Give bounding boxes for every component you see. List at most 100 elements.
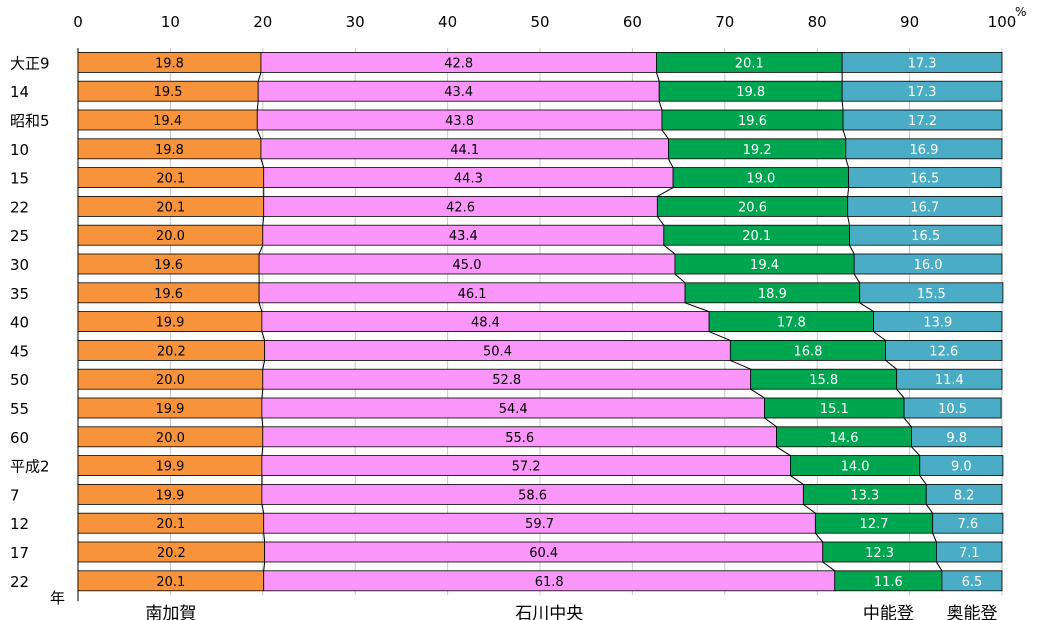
series-connector xyxy=(684,302,710,313)
series-connector xyxy=(261,331,266,341)
category-label: 15 xyxy=(10,170,29,188)
data-label: 43.4 xyxy=(449,229,478,244)
data-label: 19.0 xyxy=(746,172,775,187)
series-connector xyxy=(885,360,897,370)
series-connector xyxy=(935,561,943,572)
series-connector xyxy=(655,72,660,82)
data-label: 19.9 xyxy=(155,460,184,475)
bar-segment xyxy=(911,426,1003,448)
x-tick-label: 0 xyxy=(73,13,83,31)
bar-segment xyxy=(932,512,1004,534)
data-label: 9.8 xyxy=(946,431,967,446)
data-label: 20.1 xyxy=(735,56,764,71)
bar-segment xyxy=(919,455,1004,477)
data-label: 19.6 xyxy=(154,258,183,273)
series-connector xyxy=(663,244,676,255)
x-tick-label: 40 xyxy=(438,13,457,31)
data-label: 16.5 xyxy=(911,229,940,244)
category-label: 40 xyxy=(10,314,29,332)
series-connector xyxy=(919,475,927,485)
bar-segment xyxy=(849,224,1003,246)
category-label: 7 xyxy=(10,486,20,504)
category-label: 50 xyxy=(10,371,29,389)
data-label: 8.2 xyxy=(954,488,975,503)
data-label: 12.6 xyxy=(929,344,958,359)
category-label: 17 xyxy=(10,544,29,562)
data-label: 16.0 xyxy=(914,258,943,273)
series-connector xyxy=(911,446,921,456)
data-label: 14.6 xyxy=(830,431,859,446)
series-connector xyxy=(896,388,905,399)
data-label: 15.8 xyxy=(809,373,838,388)
data-label: 13.9 xyxy=(923,316,952,331)
category-label: 22 xyxy=(10,573,29,591)
data-label: 19.9 xyxy=(155,402,184,417)
data-label: 43.8 xyxy=(445,114,474,129)
bar-segment xyxy=(896,368,1003,390)
series-connector xyxy=(261,504,265,514)
series-connector xyxy=(262,216,265,226)
data-label: 44.3 xyxy=(454,172,483,187)
year-unit-label: 年 xyxy=(50,589,65,607)
legend-label: 石川中央 xyxy=(515,604,583,620)
series-connector xyxy=(847,187,850,197)
data-label: 19.6 xyxy=(738,114,767,129)
legend-label: 南加賀 xyxy=(145,604,196,620)
data-label: 19.2 xyxy=(743,143,772,158)
series-connector xyxy=(258,302,263,312)
series-connector xyxy=(925,504,934,514)
bar-segment xyxy=(873,311,1003,333)
x-tick-label: 90 xyxy=(900,13,919,31)
series-connector xyxy=(263,561,266,571)
category-label: 10 xyxy=(10,141,29,159)
data-label: 20.0 xyxy=(156,373,185,388)
series-connector xyxy=(849,244,855,255)
bar-segment xyxy=(925,483,1003,505)
data-label: 12.7 xyxy=(860,517,889,532)
series-connector xyxy=(814,532,824,543)
bar-segment xyxy=(847,195,1003,217)
series-connector xyxy=(263,533,266,543)
data-label: 19.6 xyxy=(154,287,183,302)
bar-segment xyxy=(842,109,1003,131)
data-label: 42.8 xyxy=(444,56,473,71)
category-label: 14 xyxy=(10,83,29,101)
category-label: 昭和5 xyxy=(10,112,50,130)
series-connector xyxy=(258,245,264,255)
data-label: 20.0 xyxy=(156,431,185,446)
x-tick-label: 70 xyxy=(715,13,734,31)
bar-segment xyxy=(859,282,1004,304)
series-connector xyxy=(260,158,265,168)
x-tick-label: 30 xyxy=(346,13,365,31)
category-label: 25 xyxy=(10,227,29,245)
data-label: 14.0 xyxy=(841,460,870,475)
legend-label: 中能登 xyxy=(863,604,914,620)
data-label: 59.7 xyxy=(525,517,554,532)
series-connector xyxy=(661,129,669,140)
data-label: 19.9 xyxy=(155,316,184,331)
data-label: 42.6 xyxy=(446,200,475,215)
data-label: 20.6 xyxy=(738,200,767,215)
data-label: 48.4 xyxy=(471,316,500,331)
data-label: 17.3 xyxy=(908,56,937,71)
x-tick-label: 80 xyxy=(808,13,827,31)
data-label: 16.7 xyxy=(910,200,939,215)
data-label: 20.2 xyxy=(157,344,186,359)
series-connector xyxy=(261,446,264,456)
data-label: 61.8 xyxy=(535,575,564,590)
category-label: 30 xyxy=(10,256,29,274)
bar-segment xyxy=(941,570,1003,592)
data-label: 57.2 xyxy=(512,460,541,475)
bar-segment xyxy=(841,80,1003,102)
x-tick-label: 60 xyxy=(623,13,642,31)
category-label: 45 xyxy=(10,342,29,360)
data-label: 20.1 xyxy=(742,229,771,244)
x-tick-label: 50 xyxy=(530,13,549,31)
series-connector xyxy=(256,101,259,111)
data-label: 45.0 xyxy=(453,258,482,273)
data-label: 13.3 xyxy=(850,488,879,503)
data-label: 58.6 xyxy=(518,488,547,503)
data-label: 20.1 xyxy=(156,200,185,215)
category-label: 35 xyxy=(10,285,29,303)
